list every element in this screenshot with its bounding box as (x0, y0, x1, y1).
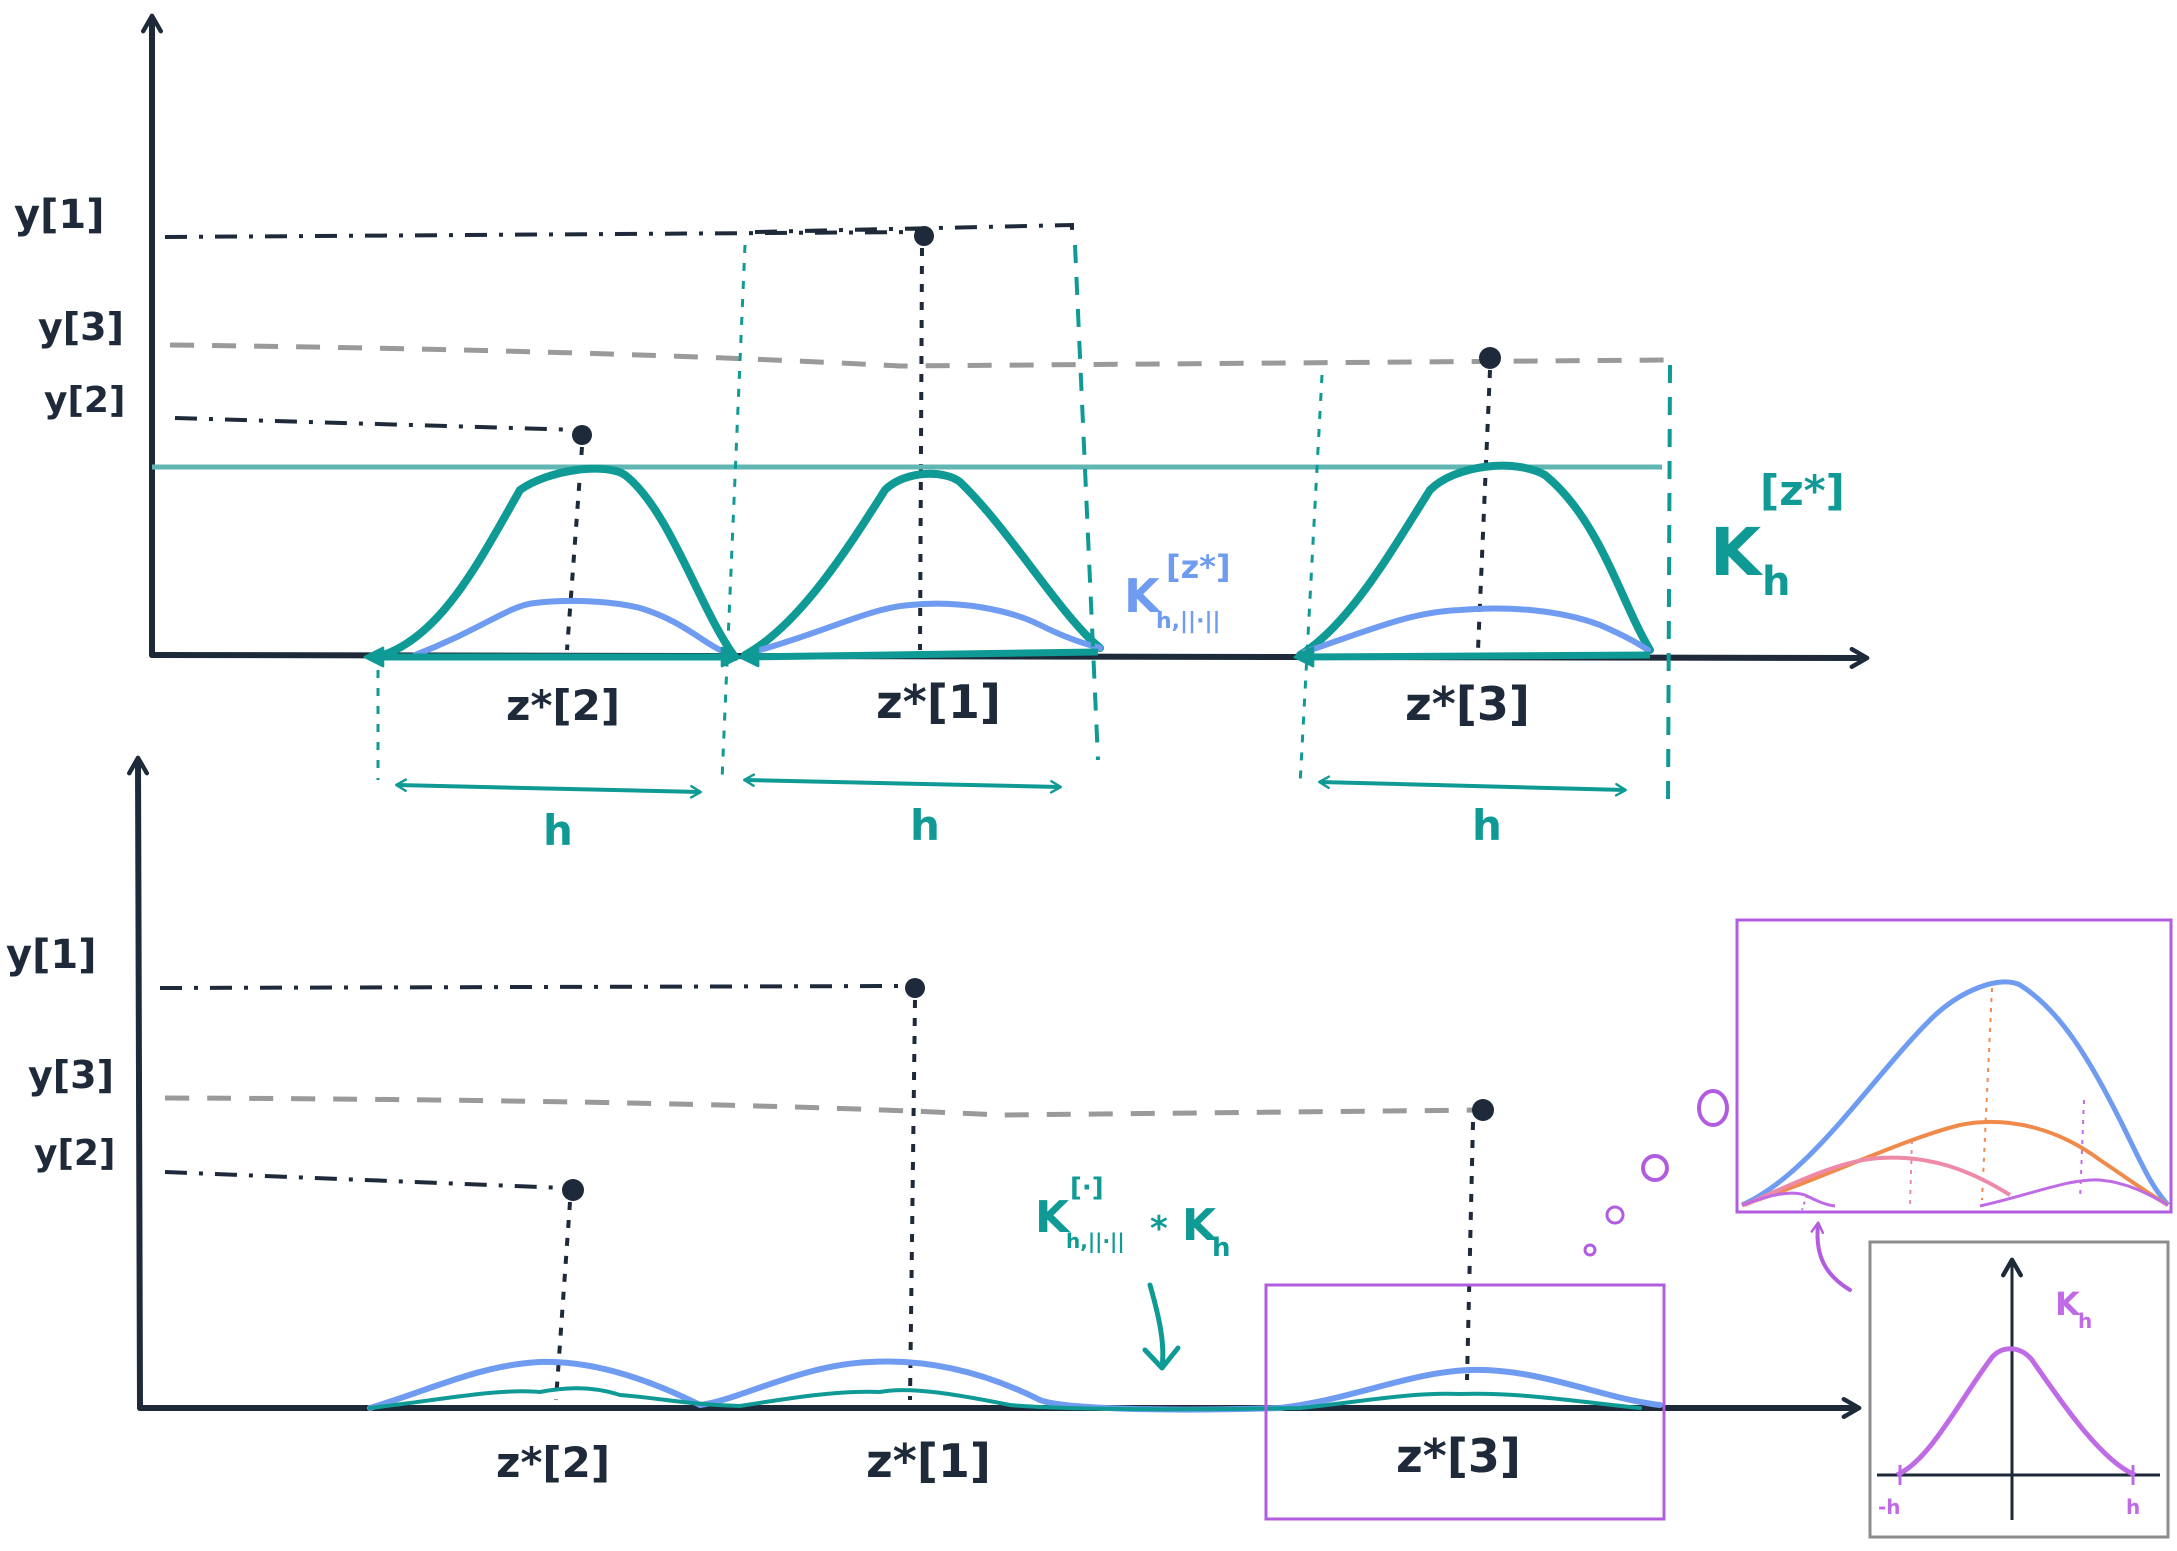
top-y2-label: y[2] (44, 380, 125, 421)
zoom-highlight-box (1264, 1283, 1666, 1521)
svg-text:h,||·||: h,||·|| (1156, 609, 1221, 634)
blue-kernel-z1 (757, 600, 1103, 653)
inset-pink-curve (1744, 1155, 2012, 1207)
svg-text:[z*]: [z*] (1760, 466, 1845, 515)
kernel-inset-label: K h (2055, 1285, 2092, 1333)
kernel-inset-frame (1868, 1240, 2170, 1539)
inset-guide-left (1909, 1139, 1913, 1206)
svg-text:h,||·||: h,||·|| (1066, 1229, 1125, 1253)
zoom-inset-frame (1735, 918, 2173, 1214)
top-y1-dashline (164, 222, 1074, 240)
top-panel: y[1] y[3] y[2] (14, 13, 1870, 855)
teal-support-z1 (738, 646, 1099, 668)
thought-bubble-2 (1605, 1205, 1625, 1225)
svg-text:*: * (1150, 1209, 1168, 1249)
inset-violet-curve-right (1979, 1178, 2169, 1208)
bottom-drop-z1 (908, 999, 917, 1401)
top-z3-label: z*[3] (1405, 677, 1530, 731)
blue-kernel-z3 (1302, 605, 1651, 655)
h-label-z3: h (1472, 801, 1502, 850)
bound-z1-right (1073, 244, 1100, 761)
thought-bubble-4 (1697, 1089, 1729, 1127)
svg-text:K: K (1710, 514, 1764, 591)
bottom-y1-label: y[1] (6, 932, 96, 978)
svg-text:K: K (1035, 1192, 1071, 1243)
top-point-y1 (914, 226, 934, 246)
svg-text:h: h (1212, 1233, 1231, 1263)
bottom-point-y3 (1472, 1099, 1494, 1121)
bottom-z1-label: z*[1] (866, 1434, 991, 1488)
bottom-point-y1 (905, 978, 925, 998)
svg-text:K: K (2055, 1285, 2081, 1323)
h-label-z2: h (543, 806, 573, 855)
top-y3-label: y[3] (38, 305, 124, 349)
svg-text:h: h (1762, 559, 1790, 605)
top-z1-label: z*[1] (876, 675, 1001, 729)
blue-kernel-z2 (412, 597, 723, 658)
top-drop-z1 (918, 247, 924, 651)
top-z2-label: z*[2] (506, 681, 620, 730)
bottom-drop-z2 (554, 1201, 572, 1401)
inset-orange-curve (1741, 1119, 2169, 1207)
h-arrow-z3 (1318, 775, 1627, 797)
zoom-inset (1735, 918, 2173, 1214)
top-point-y3 (1479, 347, 1501, 369)
bottom-y2-dashline (164, 1170, 566, 1190)
thought-bubble-1 (1583, 1243, 1597, 1257)
small-kernel-label: K h,||·|| [z*] (1124, 548, 1231, 634)
svg-text:K: K (1182, 1200, 1218, 1251)
big-kernel-label: K h [z*] (1710, 466, 1845, 605)
bound-z2-right (720, 244, 747, 781)
inset-link-arrow (1810, 1221, 1852, 1292)
kernel-inset-tick-left-label: -h (1878, 1495, 1901, 1519)
bound-z3-right (1666, 364, 1672, 811)
bottom-blue-curve (367, 1358, 1663, 1413)
bottom-point-y2 (562, 1179, 584, 1201)
bottom-y1-dashline (159, 984, 906, 990)
top-y3-dashline (169, 342, 1666, 369)
top-y2-dashline (174, 416, 581, 432)
h-arrow-z2 (395, 778, 702, 799)
bottom-y-axis (127, 755, 150, 1411)
svg-text:h: h (2078, 1309, 2092, 1333)
bottom-panel: y[1] y[3] y[2] z*[2] z*[1] z*[3] K h,||·… (6, 755, 1862, 1521)
top-drop-z2 (565, 446, 584, 651)
bottom-y3-label: y[3] (28, 1053, 114, 1097)
bottom-z3-label: z*[3] (1396, 1429, 1521, 1483)
bottom-z2-label: z*[2] (496, 1438, 610, 1487)
teal-support-z3 (1293, 646, 1651, 668)
bottom-y3-dashline (164, 1095, 1481, 1118)
h-arrow-z1 (743, 773, 1062, 794)
svg-text:[z*]: [z*] (1166, 548, 1231, 586)
bound-z3-left (1298, 374, 1324, 786)
kernel-inset-curve (1895, 1346, 2137, 1478)
kernel-inset: -h h K h (1868, 1240, 2170, 1539)
bottom-y2-label: y[2] (34, 1133, 115, 1174)
convolution-label: K h,||·|| [·] * K h (1035, 1173, 1231, 1263)
svg-text:[·]: [·] (1070, 1173, 1104, 1203)
kernel-inset-tick-right-label: h (2126, 1495, 2140, 1519)
teal-kernel-z3 (1296, 461, 1654, 659)
h-label-z1: h (910, 801, 940, 850)
teal-kernel-z2 (373, 464, 739, 661)
top-point-y2 (572, 425, 592, 445)
inset-guide-small (1801, 1194, 1808, 1211)
teal-kernel-z1 (741, 469, 1104, 659)
bottom-drop-z3 (1465, 1121, 1475, 1381)
top-y1-label: y[1] (14, 192, 104, 238)
inset-violet-curve-left (1741, 1191, 1836, 1208)
svg-text:K: K (1124, 569, 1162, 623)
inset-blue-curve (1740, 979, 2170, 1208)
convolution-arrow (1142, 1282, 1181, 1371)
bottom-teal-curve (368, 1386, 1642, 1412)
thought-bubble-3 (1641, 1154, 1669, 1182)
